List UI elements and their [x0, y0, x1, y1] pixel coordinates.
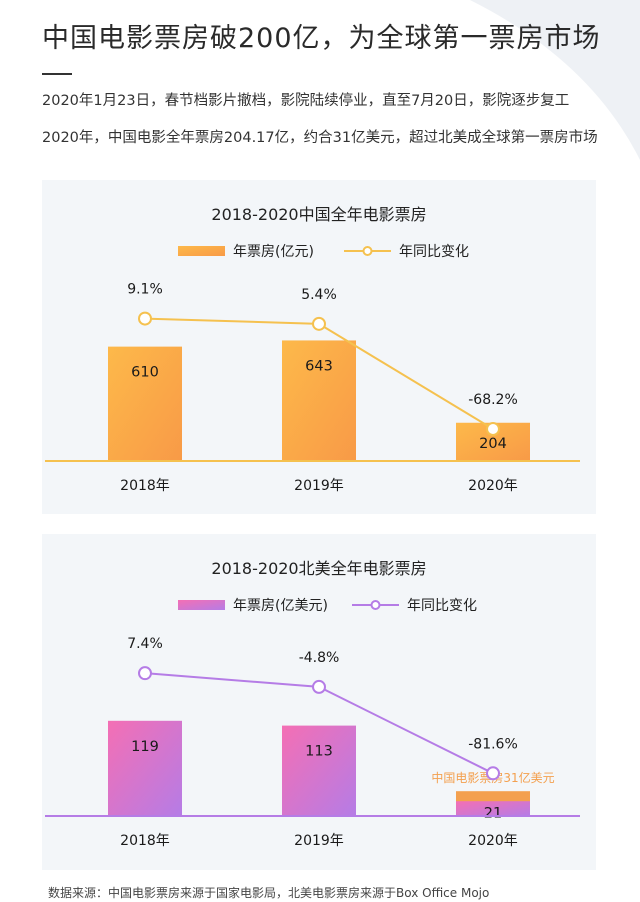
data-source-note: 数据来源：中国电影票房来源于国家电影局，北美电影票房来源于Box Office …: [48, 886, 490, 900]
x-tick-label-0: 2018年: [120, 833, 170, 849]
legend-line-label: 年同比变化: [399, 244, 469, 260]
legend-bar-label: 年票房(亿元): [233, 244, 314, 260]
chart-legend: 年票房(亿美元) 年同比变化: [178, 598, 477, 614]
bar-value-label-1: 113: [305, 744, 333, 760]
bar-0: [108, 720, 182, 816]
china-chart-panel: 2018-2020中国全年电影票房年票房(亿元) 年同比变化 610 643 204 9.…: [42, 180, 596, 514]
yoy-point-2: [486, 766, 500, 781]
yoy-label-0: 9.1%: [127, 282, 163, 298]
bar-1: [282, 340, 356, 461]
bar-0: [108, 346, 182, 461]
page-title: 中国电影票房破200亿，为全球第一票房市场: [42, 23, 601, 54]
chart-title: 2018-2020中国全年电影票房: [211, 205, 426, 224]
legend-line-marker: [370, 600, 381, 610]
background-curve-decoration: [470, 0, 640, 160]
paragraph-closure: 2020年1月23日，春节档影片撤档，影院陆续停业，直至7月20日，影院逐步复工: [42, 93, 570, 109]
legend-bar-swatch: [178, 600, 225, 610]
bar-value-label-2: 21: [484, 806, 502, 822]
x-tick-label-1: 2019年: [294, 478, 344, 494]
bar-1: [282, 725, 356, 816]
north-america-chart-panel: 2018-2020北美全年电影票房年票房(亿美元)年同比变化中国电影票房31亿美…: [42, 534, 596, 870]
yoy-label-1: -4.8%: [299, 650, 340, 666]
legend-bar-swatch: [178, 246, 225, 256]
yoy-point-0: [138, 311, 152, 326]
title-divider: [42, 73, 72, 75]
legend-line-label: 年同比变化: [407, 598, 477, 614]
bar-value-label-2: 204: [479, 436, 507, 452]
yoy-point-0: [138, 666, 152, 681]
bar-value-label-0: 119: [131, 739, 159, 755]
x-tick-label-2: 2020年: [468, 478, 518, 494]
legend-bar-label: 年票房(亿美元): [233, 598, 328, 614]
bar-2: [456, 801, 530, 816]
x-tick-label-0: 2018年: [120, 478, 170, 494]
yoy-label-0: 7.4%: [127, 636, 163, 652]
legend-line-marker: [362, 246, 373, 256]
yoy-point-1: [312, 679, 326, 694]
x-tick-label-1: 2019年: [294, 833, 344, 849]
yoy-point-2: [486, 422, 500, 436]
yoy-label-2: -81.6%: [468, 736, 518, 752]
yoy-label-1: 5.4%: [301, 287, 337, 303]
bar-value-label-1: 643: [305, 358, 333, 374]
bar-value-label-0: 610: [131, 365, 159, 381]
x-tick-label-2: 2020年: [468, 833, 518, 849]
yoy-label-2: -68.2%: [468, 392, 518, 408]
north-america-box-office-chart: 2018-2020北美全年电影票房年票房(亿美元)年同比变化中国电影票房31亿美…: [45, 559, 580, 849]
chart-title: 2018-2020北美全年电影票房: [211, 559, 426, 578]
paragraph-box-office: 2020年，中国电影全年票房204.17亿，约合31亿美元，超过北美成全球第一票…: [42, 130, 598, 146]
chart-legend: 年票房(亿元) 年同比变化: [178, 244, 469, 260]
yoy-point-1: [312, 316, 326, 331]
